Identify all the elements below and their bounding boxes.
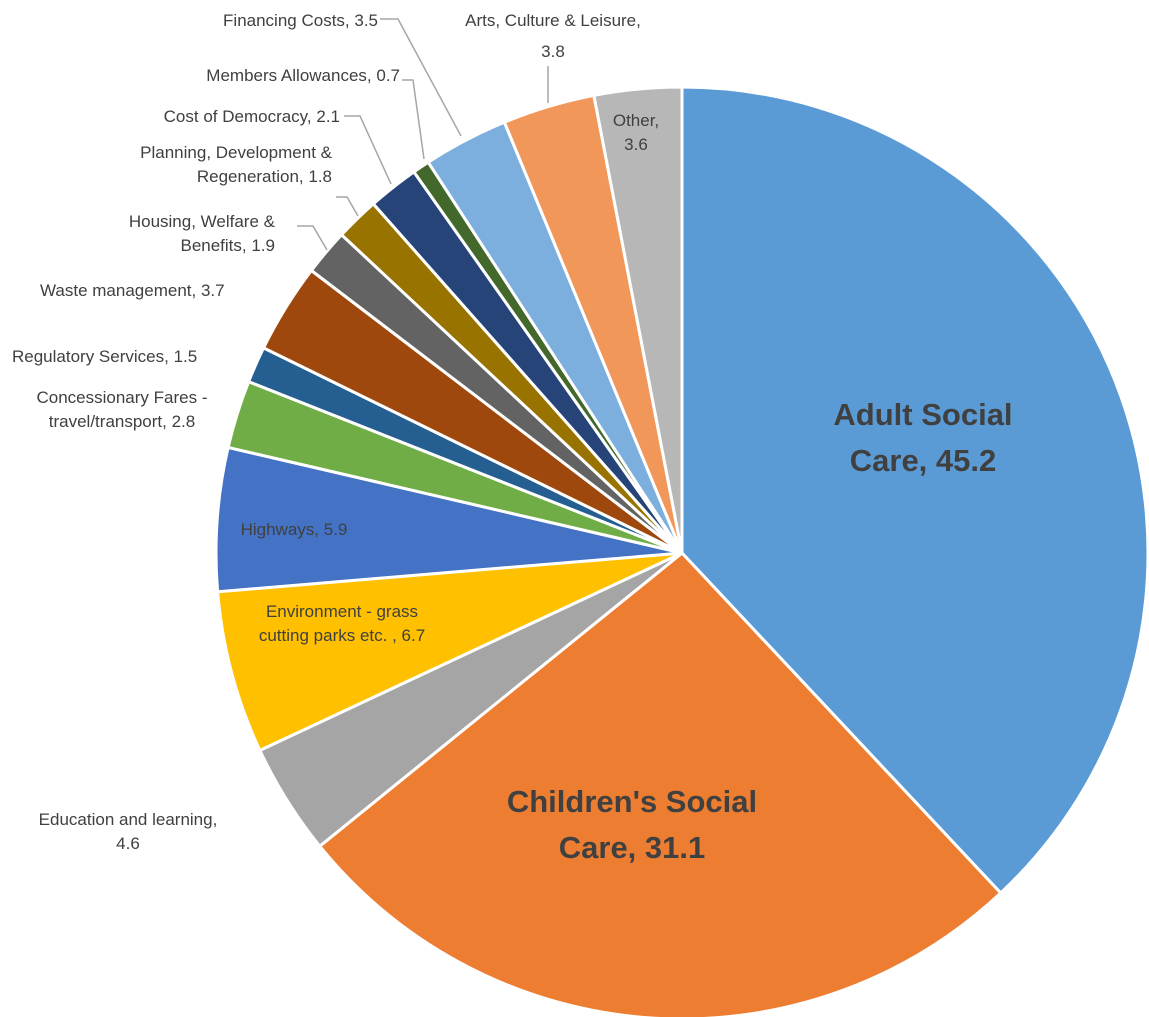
pie-slice-other	[592, 85, 684, 555]
slice-label: Education and learning, 4.6	[39, 810, 218, 853]
leader-line	[297, 225, 328, 251]
pie-slice-highways	[214, 445, 684, 594]
slice-label: Members Allowances, 0.7	[206, 66, 400, 85]
slice-label: Housing, Welfare & Benefits, 1.9	[129, 212, 276, 255]
leader-line	[336, 196, 359, 217]
slice-label: Regulatory Services, 1.5	[12, 347, 197, 366]
slice-label: Arts, Culture & Leisure, 3.8	[465, 11, 641, 61]
pie-slice-children-s-social-care	[318, 551, 1003, 1017]
leader-line	[344, 115, 392, 185]
slice-label: Children's Social Care, 31.1	[507, 784, 757, 865]
pie-slice-environment-grass-cutting-parks-etc	[216, 551, 684, 752]
leader-line	[380, 18, 462, 137]
slice-label: Adult Social Care, 45.2	[833, 397, 1012, 478]
slice-label: Highways, 5.9	[241, 520, 348, 539]
slice-label: Concessionary Fares -travel/transport, 2…	[36, 388, 207, 431]
slice-label: Planning, Development & Regeneration, 1.8	[140, 143, 333, 186]
slice-label: Cost of Democracy, 2.1	[164, 107, 340, 126]
slice-label: Environment - grass cutting parks etc. , …	[259, 602, 425, 645]
pie-slice-adult-social-care	[680, 85, 1149, 895]
slice-label: Waste management, 3.7	[40, 281, 225, 300]
leader-line	[402, 79, 425, 160]
slice-label: Financing Costs, 3.5	[223, 11, 378, 30]
slice-label: Other, 3.6	[613, 111, 659, 154]
